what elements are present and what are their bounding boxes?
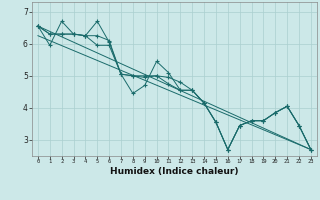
X-axis label: Humidex (Indice chaleur): Humidex (Indice chaleur) bbox=[110, 167, 239, 176]
